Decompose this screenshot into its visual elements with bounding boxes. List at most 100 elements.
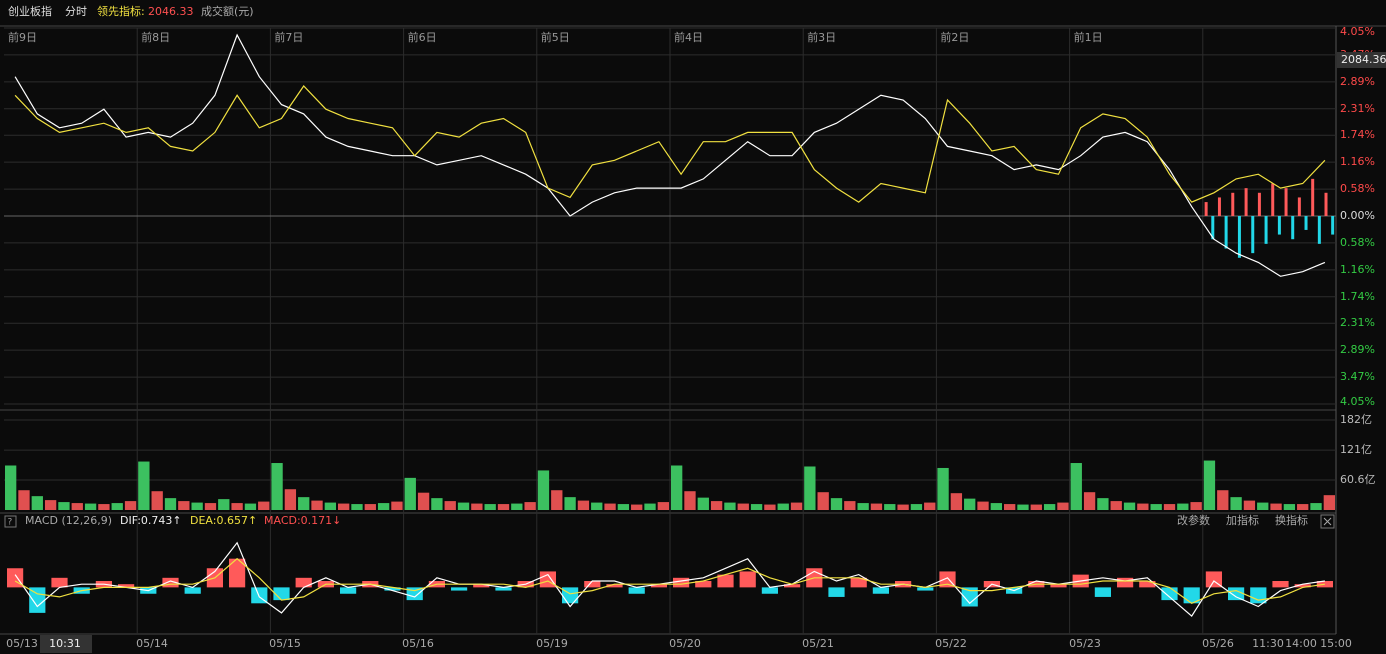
volume-bar: [1310, 503, 1322, 510]
lead-bar: [1297, 197, 1301, 216]
x-tick-label: 05/23: [1069, 637, 1101, 650]
volume-bar: [1297, 504, 1309, 510]
volume-bar: [218, 499, 230, 510]
macd-bar: [118, 584, 135, 588]
volume-bar: [151, 491, 163, 510]
volume-bar: [71, 503, 83, 510]
volume-bar: [870, 503, 883, 510]
macd-bar: [673, 577, 690, 588]
y-tick-label: 1.16%: [1340, 155, 1375, 168]
volume-bar: [138, 461, 150, 510]
macd-bar: [872, 587, 889, 594]
day-label: 前5日: [541, 30, 570, 44]
day-label: 前4日: [674, 30, 703, 44]
macd-bar: [939, 571, 956, 588]
y-tick-label: 0.58%: [1340, 182, 1375, 195]
day-label: 前9日: [8, 30, 37, 44]
volume-bar: [284, 489, 297, 510]
volume-bar: [750, 504, 763, 510]
volume-bar: [178, 501, 190, 510]
lead-bar: [1304, 216, 1308, 230]
close-icon[interactable]: [1323, 517, 1332, 526]
lead-bar: [1264, 216, 1268, 244]
lead-bar: [1217, 197, 1221, 216]
x-tick-label: 05/14: [136, 637, 168, 650]
volume-bar: [617, 504, 630, 510]
volume-bar: [391, 501, 403, 510]
macd-bar: [695, 581, 712, 588]
volume-bar: [1323, 495, 1335, 510]
lead-bar: [1324, 192, 1328, 216]
volume-bar: [1190, 502, 1202, 510]
volume-bar: [1177, 503, 1189, 510]
volume-bar: [537, 470, 550, 510]
y-tick-label: 0.00%: [1340, 209, 1375, 222]
y-tick-label: 60.6亿: [1340, 473, 1376, 486]
macd-bar: [1250, 587, 1267, 604]
volume-bar: [98, 504, 110, 510]
day-label: 前6日: [408, 30, 437, 44]
volume-bar: [258, 501, 270, 510]
indicator-button[interactable]: 改参数: [1177, 513, 1210, 527]
y-tick-label: 1.16%: [1340, 263, 1375, 276]
x-tick-label: 11:30: [1252, 637, 1284, 650]
volume-bar: [524, 502, 536, 510]
mode[interactable]: 分时: [65, 5, 87, 18]
macd-bar: [628, 587, 645, 594]
indicator-button[interactable]: 加指标: [1226, 513, 1259, 527]
lead-bar: [1244, 188, 1248, 216]
y-tick-label: 2.89%: [1340, 343, 1375, 356]
volume-bar: [244, 503, 257, 510]
volume-bar: [31, 496, 43, 510]
volume-bar: [564, 497, 576, 510]
macd-bar: [340, 587, 357, 594]
y-tick-label: 2.31%: [1340, 102, 1375, 115]
index-name: 创业板指: [8, 4, 52, 18]
volume-bar: [604, 503, 616, 510]
x-tick-label: 14:00: [1285, 637, 1317, 650]
lead-bar: [1277, 216, 1281, 235]
macd-line: [14, 541, 1325, 618]
volume-bar: [684, 491, 696, 510]
dea-label: DEA:0.657↑: [190, 514, 257, 527]
macd-bar: [162, 577, 179, 588]
y-tick-label: 1.74%: [1340, 290, 1375, 303]
lead-bar: [1291, 216, 1295, 240]
close-button[interactable]: [1320, 514, 1335, 529]
macd-bar: [51, 577, 68, 588]
x-tick-label: 05/19: [536, 637, 568, 650]
x-tick-label: 05/16: [402, 637, 434, 650]
macd-bar: [229, 558, 246, 588]
help-box[interactable]: [4, 515, 17, 528]
macd-bar: [473, 584, 490, 588]
volume-bar: [1097, 498, 1109, 510]
macd-bar: [7, 568, 24, 588]
macd-bar: [495, 587, 512, 591]
macd-bar: [562, 587, 579, 604]
lead-bar: [1211, 216, 1215, 240]
volume-bar: [497, 504, 510, 510]
volume-bar: [790, 502, 803, 510]
macd-bar: [1228, 587, 1245, 601]
volume-bar: [1017, 504, 1029, 510]
y-tick-label: 2.89%: [1340, 75, 1375, 88]
indicator-label: 领先指标:: [97, 4, 145, 18]
volume-bar: [58, 502, 70, 510]
y-tick-label: 4.05%: [1340, 25, 1375, 38]
macd-bar: [184, 587, 201, 594]
volume-bar: [191, 502, 203, 510]
help-icon[interactable]: ?: [8, 518, 13, 528]
volume-bar: [377, 503, 390, 510]
volume-bar: [417, 492, 430, 510]
macd-bar: [584, 581, 601, 588]
y-tick-label: 3.47%: [1340, 370, 1375, 383]
indicator-value: 2046.33: [148, 5, 194, 18]
x-tick-label: 05/20: [669, 637, 701, 650]
lead-bar: [1331, 216, 1335, 235]
indicator-button[interactable]: 换指标: [1275, 513, 1308, 527]
volume-bar: [1083, 492, 1096, 510]
volume-bar: [737, 503, 749, 510]
volume-bar: [1230, 497, 1242, 510]
volume-bar: [311, 500, 323, 510]
